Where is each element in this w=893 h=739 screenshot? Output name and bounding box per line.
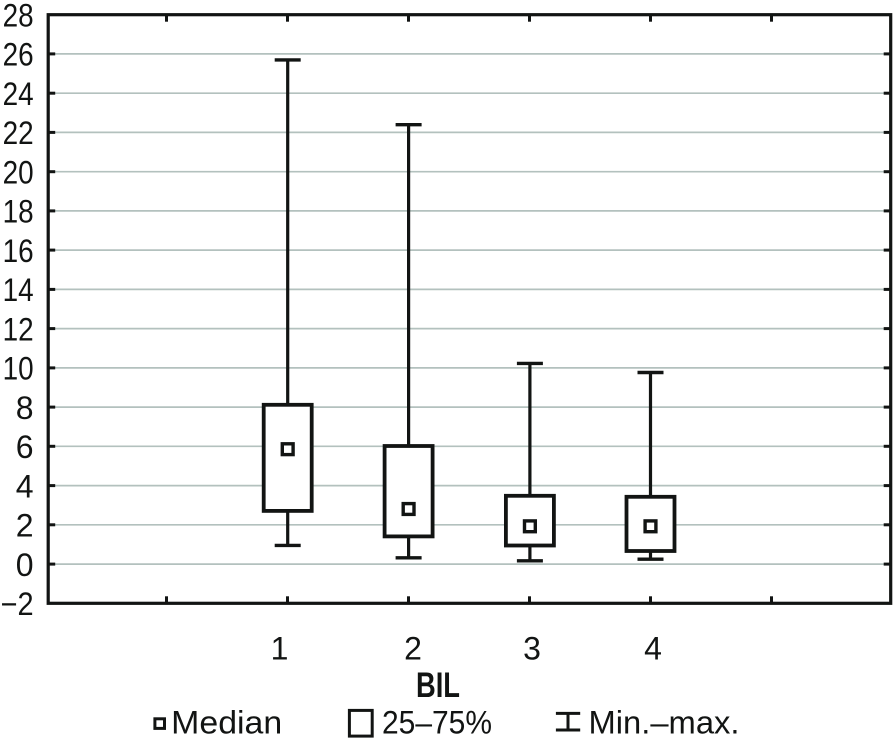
svg-text:1: 1 — [271, 631, 289, 667]
svg-text:3: 3 — [523, 631, 541, 667]
svg-text:0: 0 — [16, 547, 34, 583]
svg-text:4: 4 — [644, 631, 662, 667]
svg-text:22: 22 — [3, 115, 34, 151]
svg-text:BIL: BIL — [416, 666, 460, 705]
svg-text:4: 4 — [16, 468, 34, 504]
svg-text:12: 12 — [3, 311, 34, 347]
svg-text:20: 20 — [3, 154, 34, 190]
svg-text:6: 6 — [16, 429, 34, 465]
svg-text:−2: −2 — [1, 586, 34, 622]
svg-text:25–75%: 25–75% — [382, 705, 492, 739]
svg-text:Median: Median — [171, 705, 282, 739]
svg-text:18: 18 — [3, 194, 34, 230]
svg-text:26: 26 — [3, 37, 34, 73]
svg-text:28: 28 — [3, 0, 34, 33]
svg-text:16: 16 — [3, 233, 34, 269]
svg-text:10: 10 — [3, 351, 34, 387]
svg-text:14: 14 — [3, 272, 34, 308]
svg-text:2: 2 — [16, 508, 34, 544]
svg-text:24: 24 — [3, 76, 34, 112]
svg-text:2: 2 — [404, 631, 422, 667]
svg-text:Min.–max.: Min.–max. — [589, 705, 740, 739]
svg-text:8: 8 — [16, 390, 34, 426]
